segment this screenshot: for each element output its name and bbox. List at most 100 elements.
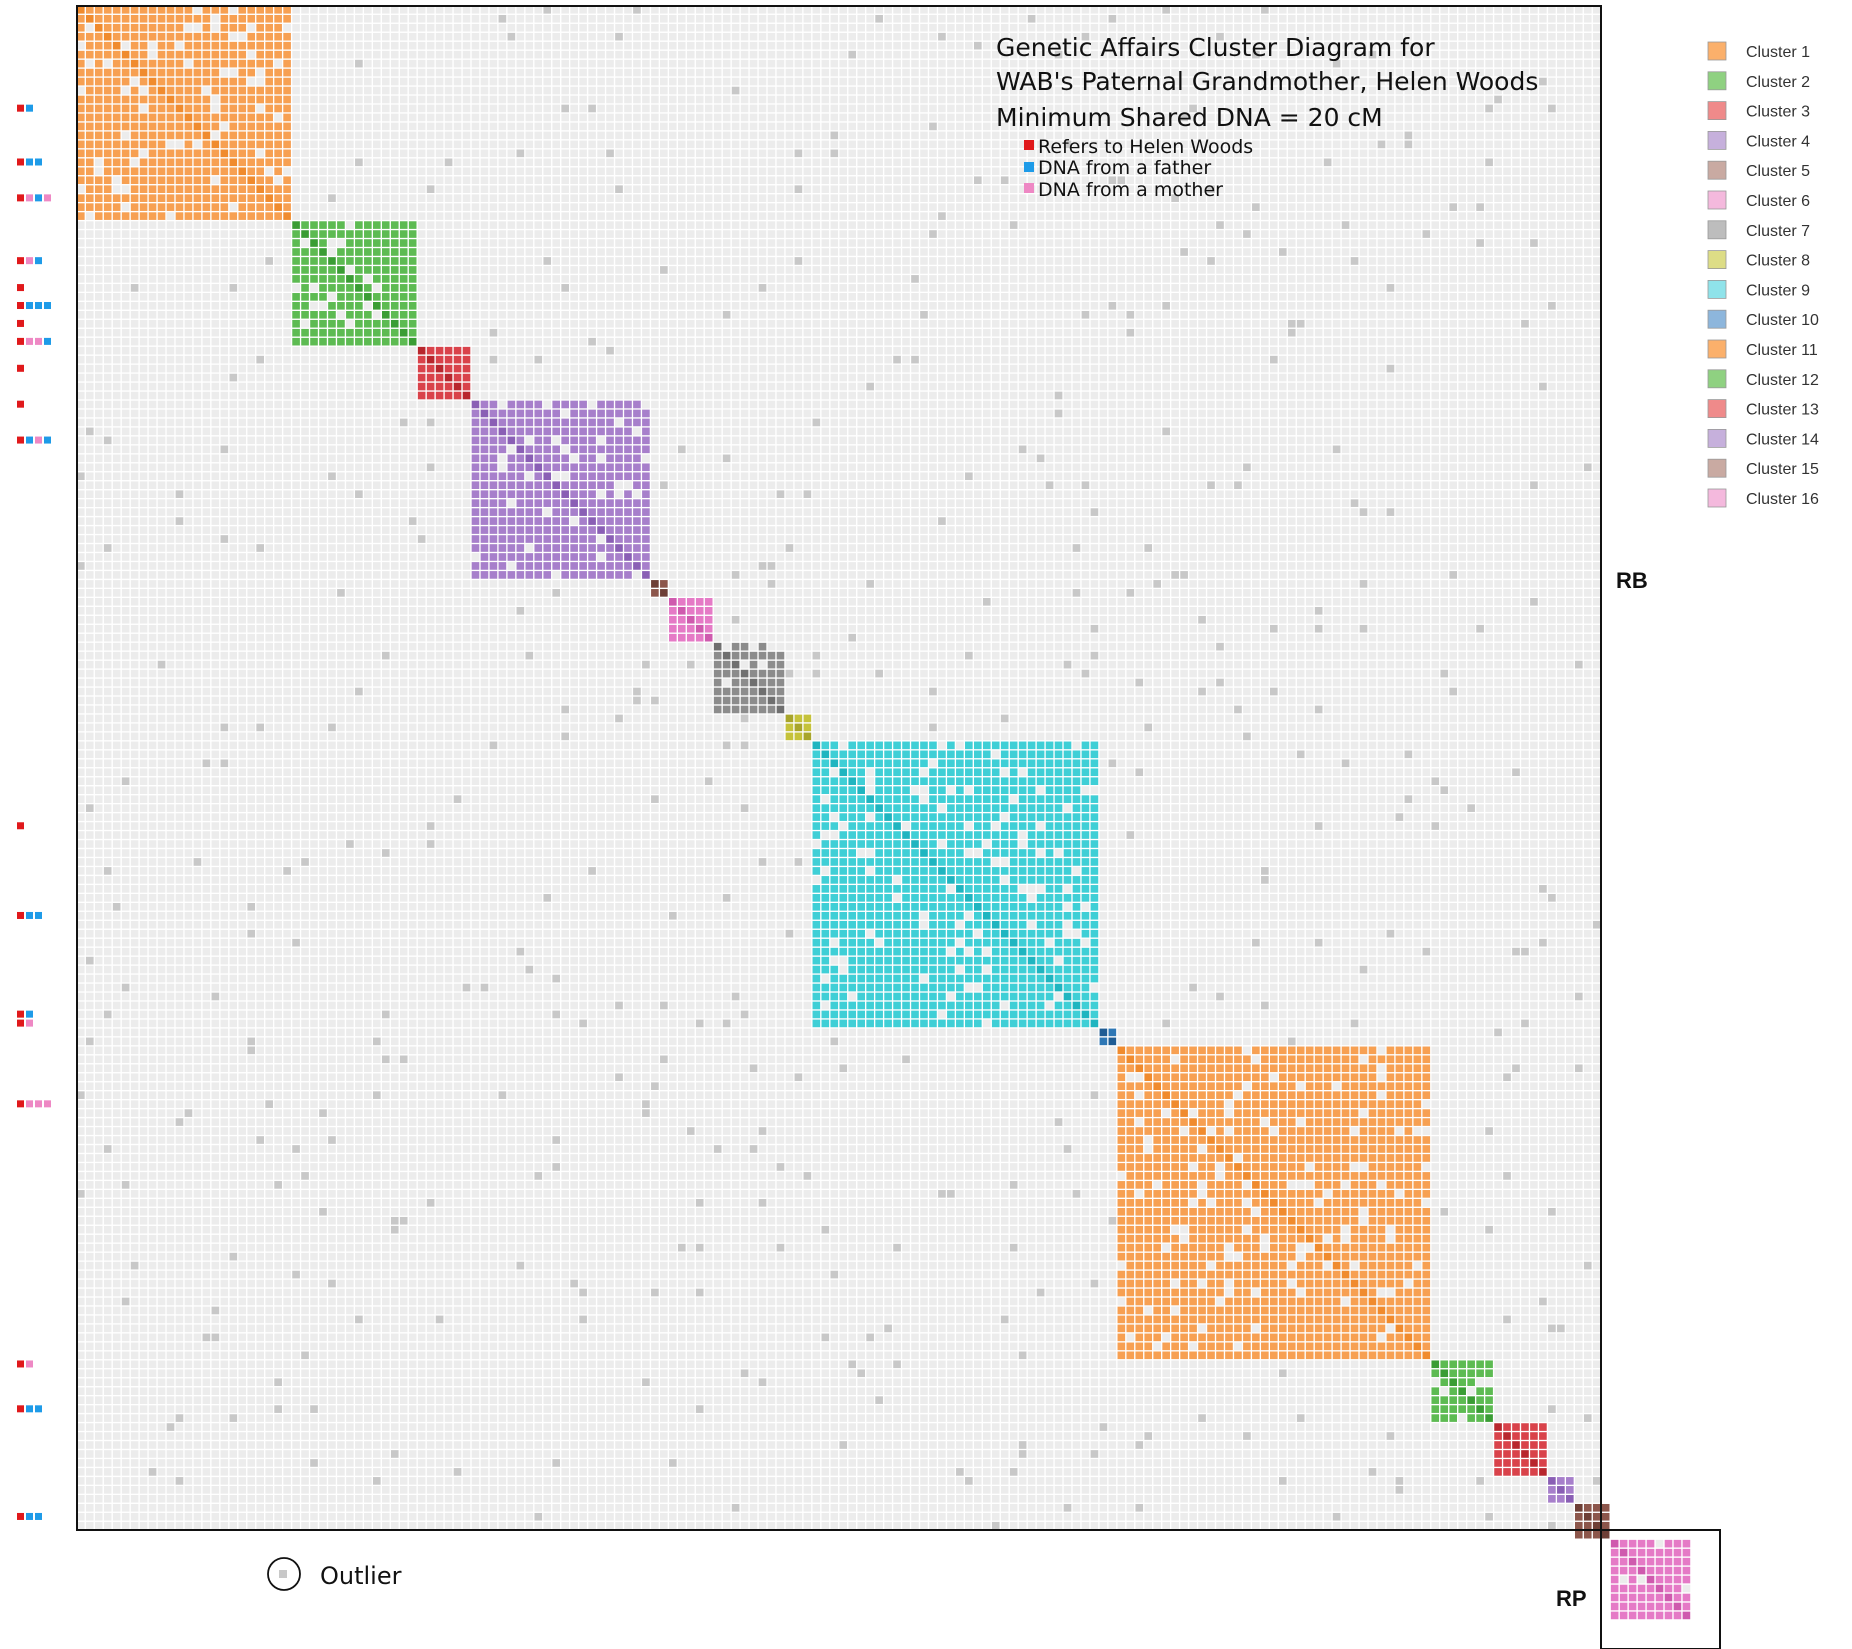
heatmap-cell [1566, 257, 1574, 265]
heatmap-cell [822, 42, 830, 50]
heatmap-cell [777, 96, 785, 104]
heatmap-cell [301, 33, 309, 41]
heatmap-cell [615, 69, 623, 77]
heatmap-cell [606, 158, 614, 166]
heatmap-cell [1414, 141, 1422, 149]
heatmap-cell [1351, 6, 1359, 14]
heatmap-cell [1234, 158, 1242, 166]
heatmap-cell [732, 51, 740, 59]
heatmap-cell [400, 69, 408, 77]
heatmap-cell [1414, 230, 1422, 238]
heatmap-cell [822, 185, 830, 193]
heatmap-cell [1297, 239, 1305, 247]
heatmap-cell [669, 105, 677, 113]
heatmap-cell [1010, 141, 1018, 149]
heatmap-cell [875, 69, 883, 77]
heatmap-cell [409, 87, 417, 95]
heatmap-cell [1387, 150, 1395, 158]
heatmap-cell [292, 51, 300, 59]
heatmap-cell [741, 167, 749, 175]
heatmap-cell [499, 203, 507, 211]
heatmap-cell [355, 150, 363, 158]
heatmap-cell [1458, 114, 1466, 122]
heatmap-cell [1593, 87, 1601, 95]
heatmap-cell [1342, 194, 1350, 202]
heatmap-cell [839, 185, 847, 193]
heatmap-cell [1396, 194, 1404, 202]
heatmap-cell [1575, 105, 1583, 113]
heatmap-cell [1539, 158, 1547, 166]
heatmap-cell [768, 78, 776, 86]
heatmap-cell [1252, 6, 1260, 14]
heatmap-cell [615, 87, 623, 95]
heatmap-cell [1440, 33, 1448, 41]
heatmap-cell [1243, 194, 1251, 202]
heatmap-cell [1548, 185, 1556, 193]
heatmap-cell [920, 123, 928, 131]
heatmap-cell [1109, 230, 1117, 238]
heatmap-cell [1207, 239, 1215, 247]
heatmap-cell [310, 114, 318, 122]
heatmap-cell [866, 203, 874, 211]
heatmap-cell [723, 33, 731, 41]
heatmap-cell [382, 69, 390, 77]
heatmap-cell [409, 15, 417, 23]
heatmap-cell [1387, 15, 1395, 23]
heatmap-cell [1584, 185, 1592, 193]
heatmap-cell [1566, 203, 1574, 211]
heatmap-cell [517, 167, 525, 175]
heatmap-cell [938, 123, 946, 131]
heatmap-cell [391, 51, 399, 59]
heatmap-cell [1144, 212, 1152, 220]
heatmap-cell [1521, 105, 1529, 113]
heatmap-cell [1575, 230, 1583, 238]
heatmap-cell [337, 194, 345, 202]
heatmap-cell [974, 24, 982, 32]
heatmap-cell [1458, 194, 1466, 202]
heatmap-cell [552, 69, 560, 77]
heatmap-cell [1539, 60, 1547, 68]
heatmap-cell [1100, 203, 1108, 211]
heatmap-cell [1342, 257, 1350, 265]
heatmap-cell [624, 167, 632, 175]
heatmap-cell [741, 69, 749, 77]
heatmap-cell [337, 123, 345, 131]
heatmap-cell [974, 194, 982, 202]
heatmap-cell [526, 51, 534, 59]
heatmap-cell [1100, 257, 1108, 265]
heatmap-cell [759, 105, 767, 113]
heatmap-cell [499, 132, 507, 140]
heatmap-cell [463, 51, 471, 59]
heatmap-cell [418, 266, 426, 274]
heatmap-cell [247, 248, 255, 256]
heatmap-cell [552, 132, 560, 140]
heatmap-cell [400, 96, 408, 104]
heatmap-cell [1467, 248, 1475, 256]
heatmap-cell [741, 212, 749, 220]
heatmap-cell [651, 257, 659, 265]
heatmap-cell [310, 123, 318, 131]
heatmap-cell [319, 42, 327, 50]
heatmap-cell [1548, 123, 1556, 131]
heatmap-cell [373, 33, 381, 41]
heatmap-cell [292, 167, 300, 175]
heatmap-cell [588, 230, 596, 238]
heatmap-cell [490, 105, 498, 113]
heatmap-cell [947, 194, 955, 202]
heatmap-cell [992, 248, 1000, 256]
heatmap-cell [705, 221, 713, 229]
heatmap-cell [1593, 230, 1601, 238]
heatmap-cell [328, 51, 336, 59]
heatmap-cell [552, 51, 560, 59]
heatmap-cell [911, 42, 919, 50]
heatmap-cell [1566, 6, 1574, 14]
heatmap-cell [965, 185, 973, 193]
heatmap-cell [1530, 212, 1538, 220]
heatmap-cell [481, 78, 489, 86]
heatmap-cell [848, 123, 856, 131]
heatmap-cell [983, 15, 991, 23]
heatmap-cell [337, 78, 345, 86]
heatmap-cell [1064, 248, 1072, 256]
heatmap-cell [597, 158, 605, 166]
heatmap-cell [947, 42, 955, 50]
